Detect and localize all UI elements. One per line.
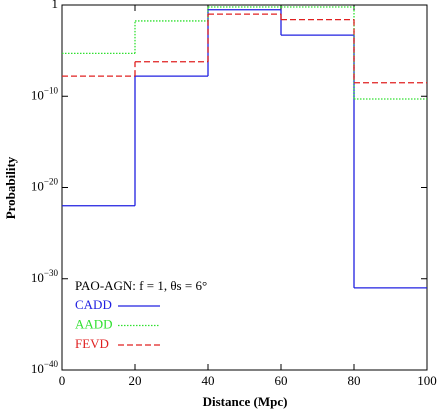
y-tick-base: 10: [31, 270, 44, 285]
y-tick-exponent: −40: [44, 359, 59, 369]
plot-frame: [61, 4, 428, 371]
x-tick-label: 0: [59, 373, 66, 388]
y-tick-base: 10: [31, 178, 44, 193]
y-tick-label: 10−40: [31, 359, 59, 376]
y-tick-base: 10: [31, 87, 44, 102]
annotation: PAO-AGN: f = 1, θs = 6°: [75, 278, 207, 293]
y-tick-label: 10−10: [31, 85, 59, 102]
x-tick-label: 100: [417, 373, 437, 388]
y-tick-label: 1: [52, 0, 59, 11]
y-tick-exponent: −30: [44, 268, 59, 278]
legend-label: CADD: [75, 297, 112, 312]
x-tick-label: 80: [348, 373, 361, 388]
y-axis-title: Probability: [3, 156, 18, 219]
legend-label: AADD: [75, 316, 113, 331]
legend-label: FEVD: [75, 336, 109, 351]
y-tick-exponent: −10: [44, 85, 59, 95]
x-tick-label: 60: [275, 373, 288, 388]
y-tick-label: 10−30: [31, 268, 59, 285]
y-tick-exponent: −20: [44, 177, 59, 187]
x-tick-label: 40: [202, 373, 215, 388]
y-tick-label: 10−20: [31, 177, 59, 194]
x-tick-label: 20: [129, 373, 142, 388]
x-axis-title: Distance (Mpc): [203, 394, 288, 409]
y-tick-base: 10: [31, 361, 44, 376]
